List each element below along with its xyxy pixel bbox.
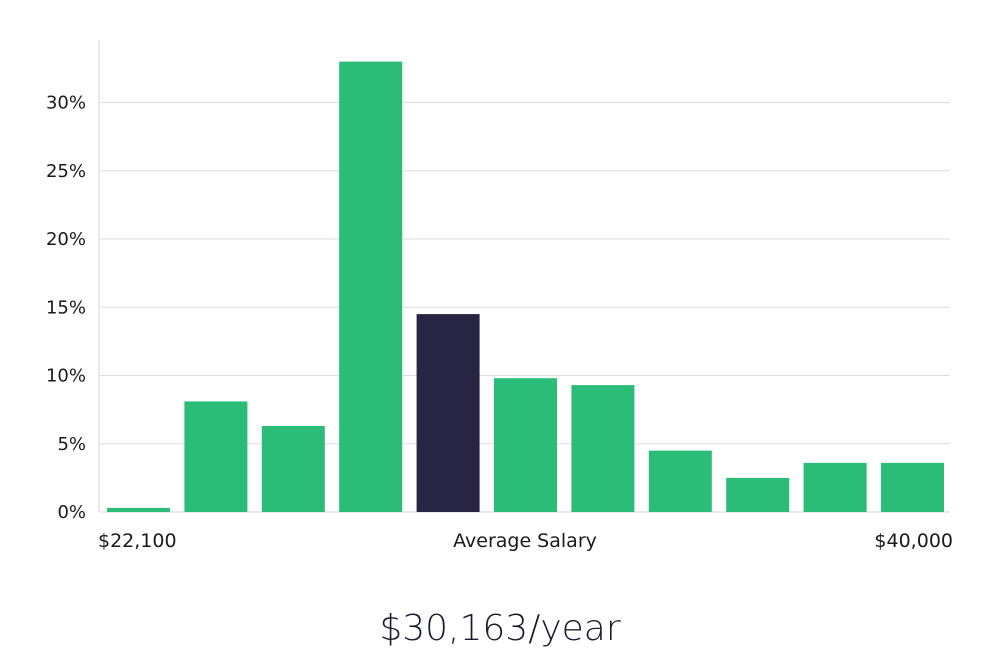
- x-label-center: Average Salary: [453, 530, 597, 552]
- bar-average: [416, 314, 480, 512]
- y-tick-label: 25%: [46, 161, 86, 182]
- bar: [648, 450, 712, 512]
- bar: [571, 385, 635, 512]
- x-label-max: $40,000: [874, 530, 953, 552]
- bar: [494, 378, 557, 512]
- bar: [881, 462, 944, 512]
- x-label-min: $22,100: [98, 530, 177, 552]
- bar: [726, 477, 790, 512]
- bar: [803, 462, 867, 512]
- y-tick-label: 30%: [46, 93, 86, 114]
- salary-histogram: 0% 5% 10% 15% 20% 25% 30% $22,100 Average Sala…: [46, 40, 953, 552]
- y-tick-labels: 0% 5% 10% 15% 20% 25% 30%: [46, 93, 86, 524]
- y-tick-label: 15%: [46, 297, 86, 318]
- y-tick-label: 10%: [46, 366, 86, 387]
- average-salary-value: $30,163/year: [379, 608, 621, 649]
- y-tick-label: 0%: [57, 502, 86, 523]
- bar: [184, 401, 248, 512]
- bar: [339, 61, 403, 512]
- bar: [261, 426, 325, 512]
- y-tick-label: 20%: [46, 229, 86, 250]
- bar: [107, 507, 170, 512]
- y-tick-label: 5%: [57, 434, 86, 455]
- bars: [107, 61, 944, 512]
